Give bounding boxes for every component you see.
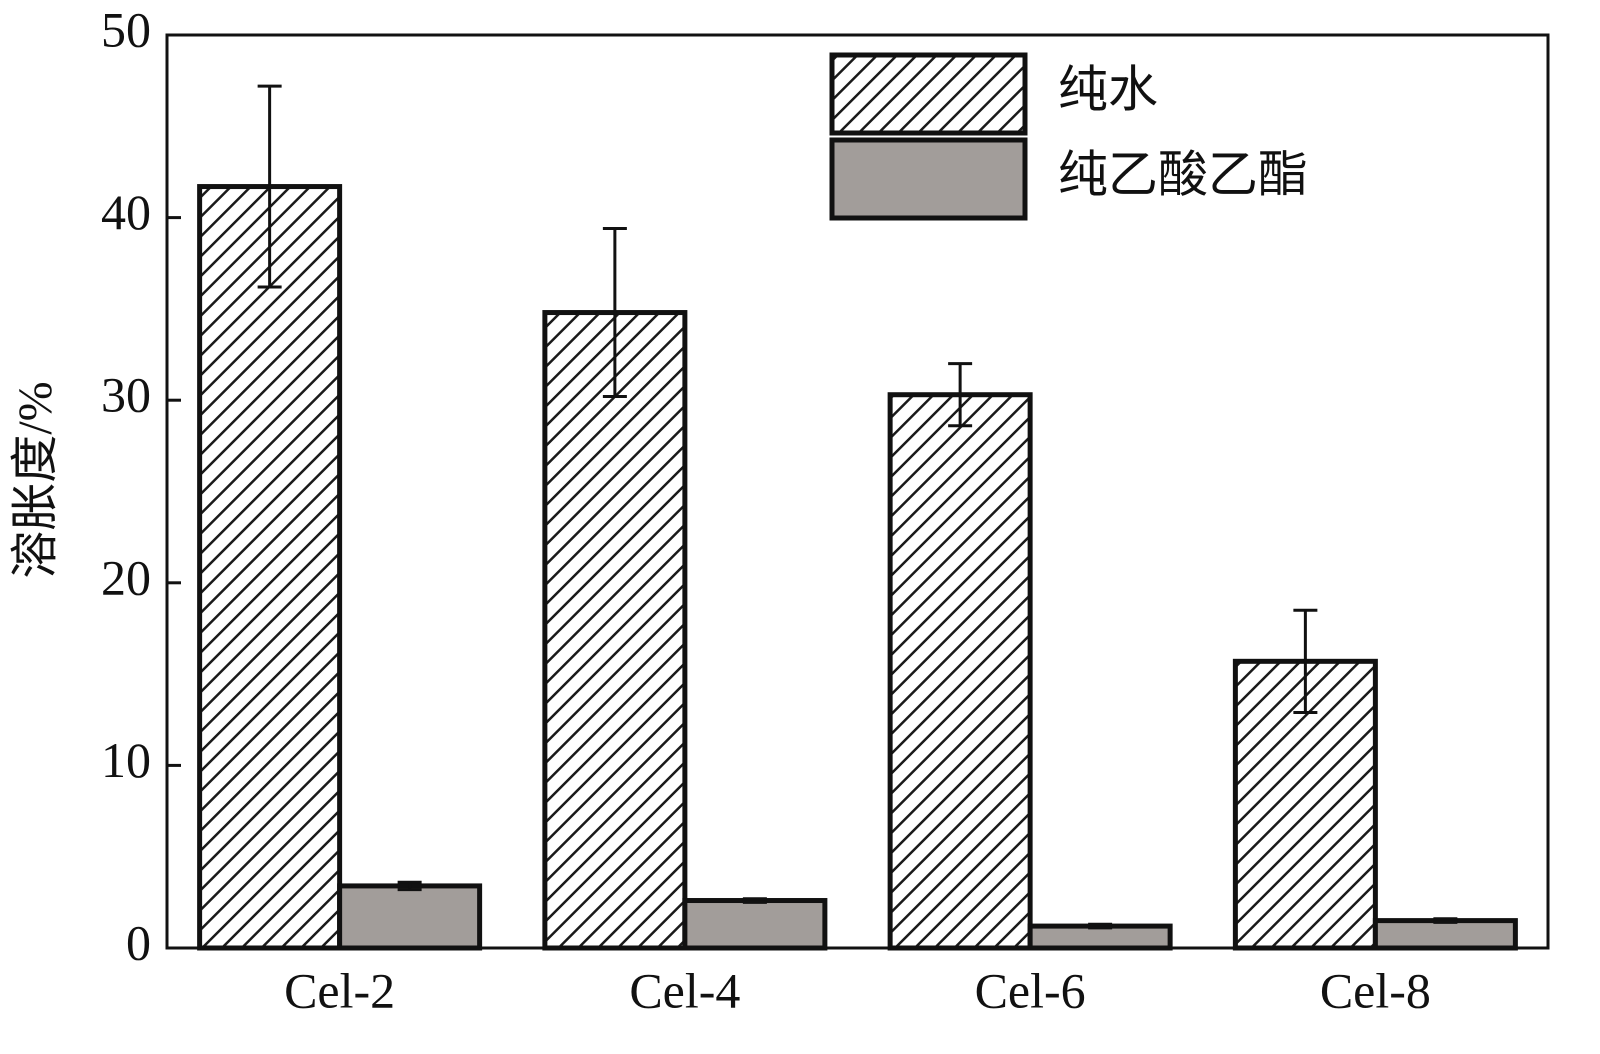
error-bar [948,362,973,428]
y-tick-label: 20 [101,549,151,605]
y-tick-label: 50 [101,1,151,57]
bar [197,184,343,951]
y-axis-label: 溶胀度/% [9,381,62,578]
x-tick-label: Cel-6 [975,962,1086,1018]
error-bar [742,897,767,904]
error-bar [1433,917,1458,924]
bar [542,310,688,951]
x-tick-label: Cel-8 [1320,962,1431,1018]
y-tick-label: 40 [101,184,151,240]
y-tick-label: 0 [126,914,151,970]
y-tick-label: 10 [101,732,151,788]
legend-label: 纯水 [1058,61,1158,117]
bar [337,883,483,951]
y-tick-label: 30 [101,367,151,423]
error-bar [257,84,282,289]
bar [1372,918,1518,951]
error-bar [1088,922,1113,930]
error-bar [397,880,422,892]
legend-swatch [829,52,1028,136]
bar [887,392,1033,951]
legend-label: 纯乙酸乙酯 [1058,146,1308,202]
plot-frame [165,33,1550,950]
error-bar [1293,608,1318,714]
x-tick-label: Cel-2 [284,962,395,1018]
legend-swatch [829,137,1028,221]
error-bar [602,227,627,399]
x-tick-label: Cel-4 [629,962,740,1018]
bar [682,898,828,951]
